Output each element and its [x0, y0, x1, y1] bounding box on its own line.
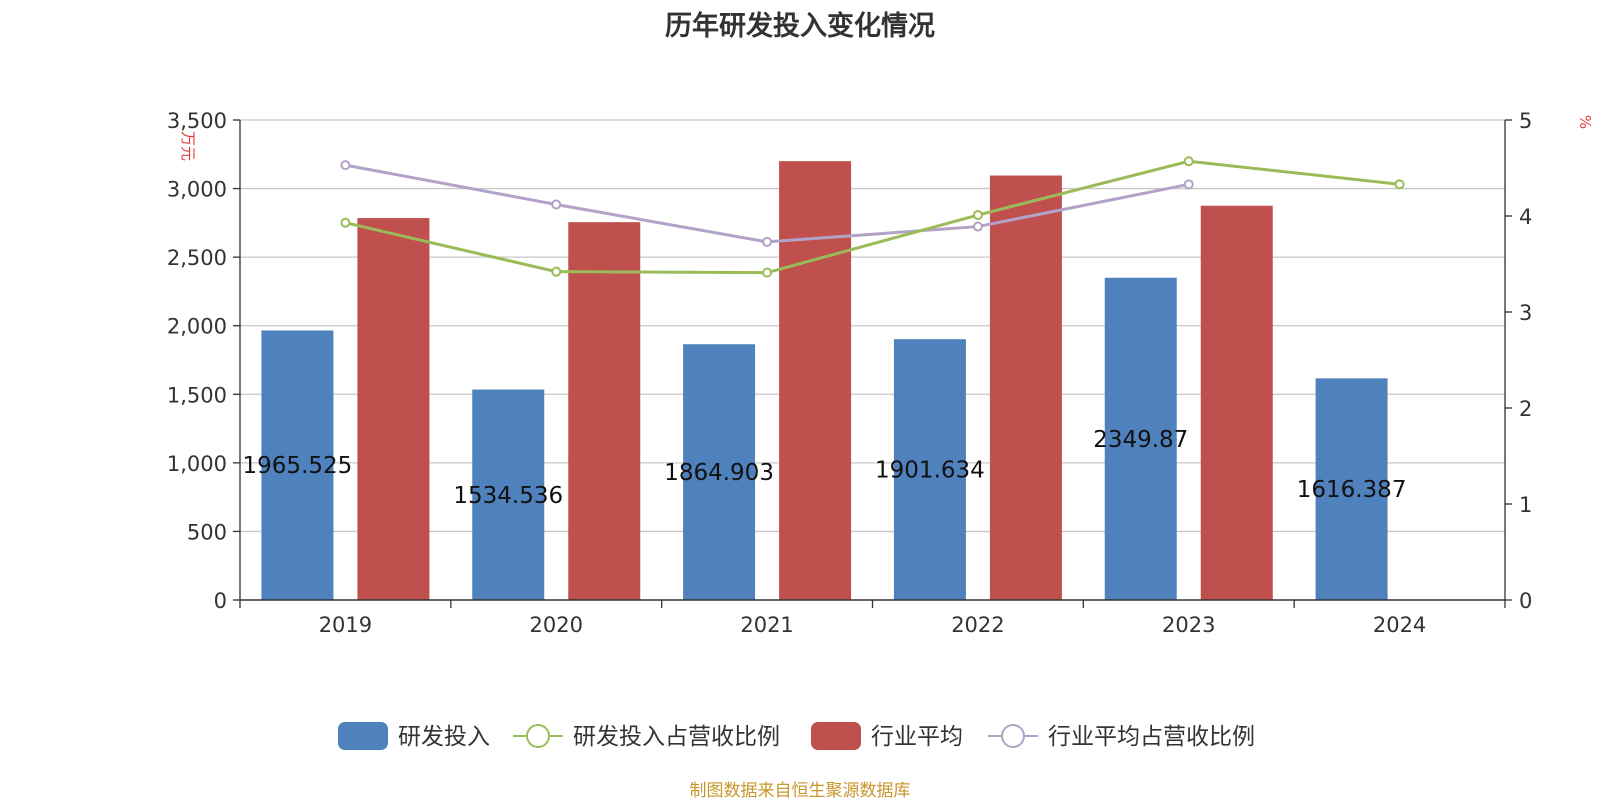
legend-swatch-bar	[338, 722, 388, 750]
y-left-tick-label: 2,000	[167, 315, 227, 339]
bar-rd-investment	[893, 339, 966, 600]
industry-ratio-point	[762, 236, 773, 247]
y-left-tick-label: 2,500	[167, 246, 227, 270]
legend-item[interactable]: 研发投入占营收比例	[513, 724, 780, 750]
x-tick-label: 2023	[1162, 613, 1215, 637]
data-label-rd-investment: 1616.387	[1297, 477, 1407, 503]
legend-item[interactable]: 研发投入	[338, 722, 490, 750]
chart-title: 历年研发投入变化情况	[665, 11, 935, 42]
industry-ratio-point	[1183, 179, 1194, 190]
data-label-rd-investment: 1534.536	[453, 483, 563, 509]
y-right-tick-label: 3	[1519, 301, 1532, 325]
x-tick-label: 2021	[740, 613, 793, 637]
legend-item[interactable]: 行业平均占营收比例	[988, 724, 1255, 750]
data-labels: 1965.525 1534.536 1864.903 1901.634 2349.87 1…	[243, 427, 1407, 509]
bars	[261, 161, 1388, 601]
legend[interactable]: 研发投入 研发投入占营收比例 行业平均 行业平均占营收比例	[338, 722, 1255, 750]
legend-label: 研发投入占营收比例	[573, 724, 780, 750]
axes: 0 500 1,000 1,500 2,000 2,500 3,000 3,500 0 1 2 3 4 5…	[167, 109, 1594, 637]
rd-ratio-line	[345, 159, 1400, 275]
y-right-unit: %	[1576, 115, 1594, 129]
legend-label: 行业平均	[871, 724, 963, 750]
legend-label: 研发投入	[398, 724, 490, 750]
bar-rd-investment	[1104, 277, 1177, 600]
bar-industry-average	[568, 222, 641, 600]
y-left-tick-label: 500	[187, 520, 227, 544]
rd-ratio-point	[1394, 179, 1405, 190]
y-right-tick-label: 2	[1519, 397, 1532, 421]
grid-lines	[240, 119, 1505, 533]
y-left-unit: 万元	[179, 131, 197, 161]
bar-rd-investment	[683, 344, 756, 600]
y-left-tick-label: 1,000	[167, 452, 227, 476]
data-label-rd-investment: 2349.87	[1093, 427, 1188, 453]
source-note: 制图数据来自恒生聚源数据库	[689, 781, 911, 801]
bar-rd-investment	[472, 389, 545, 600]
data-label-rd-investment: 1901.634	[875, 458, 985, 484]
data-label-rd-investment: 1965.525	[243, 453, 353, 479]
series-lines	[340, 156, 1405, 278]
industry-ratio-line	[345, 163, 1190, 244]
rd-ratio-point	[340, 217, 351, 228]
x-tick-label: 2020	[530, 613, 583, 637]
y-right-tick-label: 0	[1519, 589, 1532, 613]
rd-ratio-point	[972, 210, 983, 221]
x-tick-label: 2019	[319, 613, 372, 637]
industry-ratio-point	[972, 221, 983, 232]
y-left-tick-label: 1,500	[167, 383, 227, 407]
legend-label: 行业平均占营收比例	[1048, 724, 1255, 750]
legend-swatch-marker	[526, 724, 550, 748]
rd-ratio-point	[762, 267, 773, 278]
y-left-tick-label: 0	[214, 589, 227, 613]
x-tick-label: 2022	[951, 613, 1004, 637]
y-left-tick-label: 3,500	[167, 109, 227, 133]
bar-industry-average	[1200, 205, 1273, 600]
rd-ratio-point	[1183, 156, 1194, 167]
bar-industry-average	[989, 175, 1062, 601]
legend-swatch-bar	[811, 722, 861, 750]
y-left-tick-label: 3,000	[167, 178, 227, 202]
data-label-rd-investment: 1864.903	[664, 460, 774, 486]
legend-swatch-marker	[1001, 724, 1025, 748]
y-right-tick-label: 4	[1519, 205, 1532, 229]
bar-rd-investment	[1315, 378, 1388, 600]
industry-ratio-point	[551, 199, 562, 210]
bar-industry-average	[779, 161, 852, 600]
industry-ratio-point	[340, 160, 351, 171]
bar-rd-investment	[261, 330, 334, 600]
y-right-tick-label: 5	[1519, 109, 1532, 133]
bar-industry-average	[357, 218, 430, 601]
rd-ratio-point	[551, 266, 562, 277]
y-right-tick-label: 1	[1519, 493, 1532, 517]
x-tick-label: 2024	[1373, 613, 1426, 637]
legend-item[interactable]: 行业平均	[811, 722, 963, 750]
